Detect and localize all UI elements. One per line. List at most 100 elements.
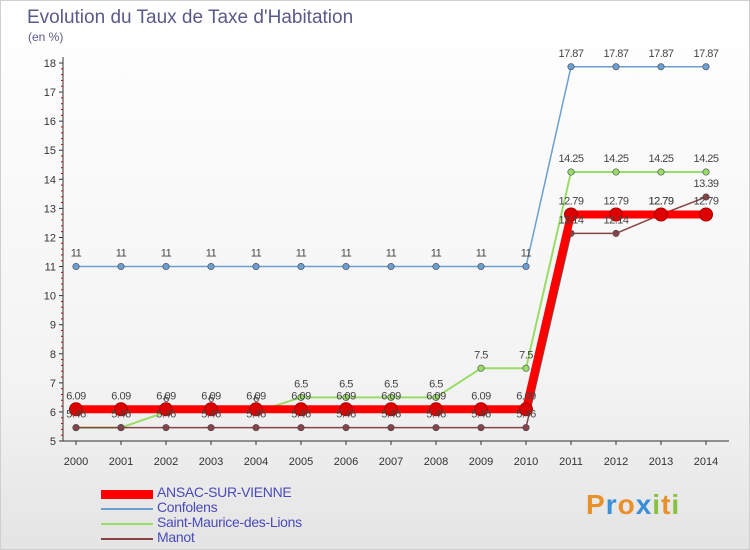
data-point xyxy=(519,402,533,417)
data-point xyxy=(162,424,170,432)
data-point xyxy=(384,402,398,417)
data-label: 7.5 xyxy=(519,349,533,361)
data-point xyxy=(387,393,395,401)
logo-letter: i xyxy=(652,489,662,520)
y-tick-label: 14 xyxy=(44,174,56,186)
data-point xyxy=(522,364,530,372)
data-label: 6 xyxy=(163,393,169,405)
data-point xyxy=(477,263,485,271)
y-tick-label: 8 xyxy=(50,349,56,361)
data-point xyxy=(342,393,350,401)
y-tick-label: 17 xyxy=(44,87,56,99)
data-label: 6.09 xyxy=(156,390,176,402)
data-label: 6 xyxy=(208,393,214,405)
data-point xyxy=(522,424,530,432)
data-point xyxy=(609,207,623,222)
y-tick-label: 7 xyxy=(50,378,56,390)
data-point xyxy=(204,402,218,417)
data-point xyxy=(522,263,530,271)
data-point xyxy=(654,207,668,222)
x-tick-label: 2005 xyxy=(289,456,313,468)
logo-letter: o xyxy=(617,489,636,520)
y-tick-label: 12 xyxy=(44,232,56,244)
data-label: 5.46 xyxy=(426,409,446,421)
data-label: 6.09 xyxy=(291,390,311,402)
data-point xyxy=(69,402,83,417)
data-point xyxy=(657,63,665,71)
data-label: 5.46 xyxy=(111,409,131,421)
data-label: 6.5 xyxy=(339,378,353,390)
data-point xyxy=(297,393,305,401)
data-point xyxy=(477,364,485,372)
data-label: 6.09 xyxy=(246,390,266,402)
data-label: 5.46 xyxy=(66,409,86,421)
y-tick-label: 16 xyxy=(44,116,56,128)
data-point xyxy=(159,402,173,417)
data-label: 6.5 xyxy=(429,378,443,390)
data-label: 11 xyxy=(386,248,397,260)
data-label: 11 xyxy=(431,248,442,260)
data-label: 12.79 xyxy=(648,195,673,207)
data-point xyxy=(477,424,485,432)
data-label: 6.09 xyxy=(336,390,356,402)
x-tick-label: 2010 xyxy=(514,456,538,468)
data-label: 5.46 xyxy=(246,409,266,421)
data-point xyxy=(699,207,713,222)
x-tick-label: 2001 xyxy=(109,456,133,468)
data-point xyxy=(297,263,305,271)
legend-swatch xyxy=(101,523,153,525)
data-point xyxy=(162,263,170,271)
data-point xyxy=(297,424,305,432)
y-tick-label: 11 xyxy=(45,262,56,274)
y-tick-label: 13 xyxy=(44,203,56,215)
x-tick-label: 2012 xyxy=(604,456,628,468)
x-tick-label: 2009 xyxy=(469,456,493,468)
logo-letter: t xyxy=(661,489,672,520)
data-point xyxy=(612,168,620,176)
legend-label: ANSAC-SUR-VIENNE xyxy=(157,484,292,500)
data-point xyxy=(252,424,260,432)
data-label: 17.87 xyxy=(558,48,583,60)
unit-label: (en %) xyxy=(28,30,64,44)
data-label: 6.09 xyxy=(201,390,221,402)
data-point xyxy=(339,402,353,417)
y-tick-label: 6 xyxy=(50,407,56,419)
data-label: 6.5 xyxy=(384,378,398,390)
proxiti-logo: Proxiti xyxy=(586,489,680,521)
data-point xyxy=(702,193,710,201)
x-tick-label: 2014 xyxy=(694,456,718,468)
data-point xyxy=(429,402,443,417)
data-point xyxy=(252,263,260,271)
data-point xyxy=(657,168,665,176)
data-label: 11 xyxy=(296,248,307,260)
data-point xyxy=(432,393,440,401)
data-label: 11 xyxy=(251,248,262,260)
y-tick-label: 5 xyxy=(50,436,56,448)
data-point xyxy=(474,402,488,417)
data-label: 17.87 xyxy=(693,48,718,60)
logo-letter: i xyxy=(671,489,681,520)
data-label: 11 xyxy=(71,248,82,260)
data-point xyxy=(432,263,440,271)
y-tick-label: 18 xyxy=(44,58,56,70)
data-label: 6 xyxy=(253,393,259,405)
data-point xyxy=(207,424,215,432)
x-tick-label: 2011 xyxy=(559,456,583,468)
data-label: 17.87 xyxy=(603,48,628,60)
data-label: 11 xyxy=(116,248,127,260)
data-point xyxy=(567,168,575,176)
data-label: 6.09 xyxy=(516,390,536,402)
data-point xyxy=(72,263,80,271)
data-label: 11 xyxy=(341,248,352,260)
y-tick-label: 9 xyxy=(50,320,56,332)
data-point xyxy=(72,424,80,432)
chart-title: Evolution du Taux de Taxe d'Habitation xyxy=(27,7,354,28)
data-label: 6.09 xyxy=(66,390,86,402)
data-label: 14.25 xyxy=(648,153,673,165)
x-tick-label: 2006 xyxy=(334,456,358,468)
data-label: 5.46 xyxy=(381,409,401,421)
data-label: 12.79 xyxy=(648,195,673,207)
data-point xyxy=(567,63,575,71)
